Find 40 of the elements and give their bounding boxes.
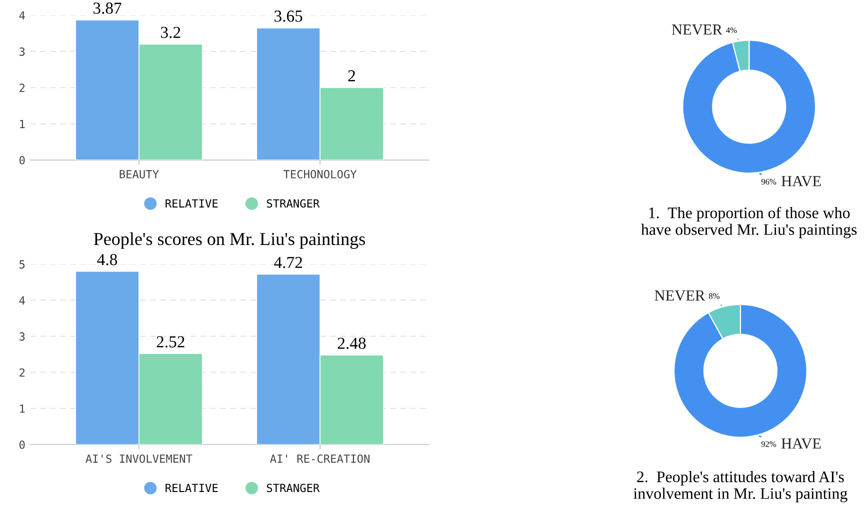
x-tick-label: AI'S INVOLVEMENT [86,454,192,463]
text: 1. The proportion of those who have observed Mr. Liu's paintings [641,206,857,238]
data-label: 2.52 [156,336,184,348]
y-tick-label: 1 [20,120,25,128]
text: 2. People's attitudes toward AI's involvement in Mr. Liu's painting [634,471,848,502]
legend-label: STRANGER [266,484,320,492]
y-tick-label: 4 [19,296,25,304]
y-tick-label: 1 [20,404,25,413]
y-tick-label: 3 [20,332,25,341]
data-label: 4% [726,27,737,33]
data-label: 3.65 [274,10,302,22]
y-tick-label: 4 [19,11,25,20]
data-label: 2 [348,70,355,82]
data-label: 4.8 [97,254,118,266]
data-label: 4.72 [274,256,302,268]
data-label: 96% [761,178,776,185]
y-tick-label: 0 [19,156,25,164]
x-tick-label: AI' RE-CREATION [270,454,370,463]
legend-label: RELATIVE [166,199,218,208]
y-tick-label: 2 [20,368,25,377]
x-tick-label: TECHONOLOGY [283,170,357,178]
data-label: 92% [761,441,776,447]
x-tick-label: BEAUTY [120,170,159,178]
data-label: 8% [708,293,720,299]
slice-label: NEVER [672,24,722,35]
y-tick-label: 5 [20,260,25,269]
slice-label: HAVE [782,176,821,186]
legend-label: RELATIVE [166,484,218,492]
y-tick-label: 0 [19,440,25,449]
y-tick-label: 3 [20,47,25,56]
slice-label: NEVER [654,290,706,301]
slice-label: HAVE [781,438,821,449]
legend-label: STRANGER [266,199,320,208]
donut-slice [682,40,816,174]
data-label: 2.48 [338,338,366,349]
y-tick-label: 2 [20,84,25,92]
text: People's scores on Mr. Liu's paintings [94,232,365,249]
donut-slice [673,304,808,438]
data-label: 3.87 [93,2,122,14]
data-label: 3.2 [161,26,180,38]
